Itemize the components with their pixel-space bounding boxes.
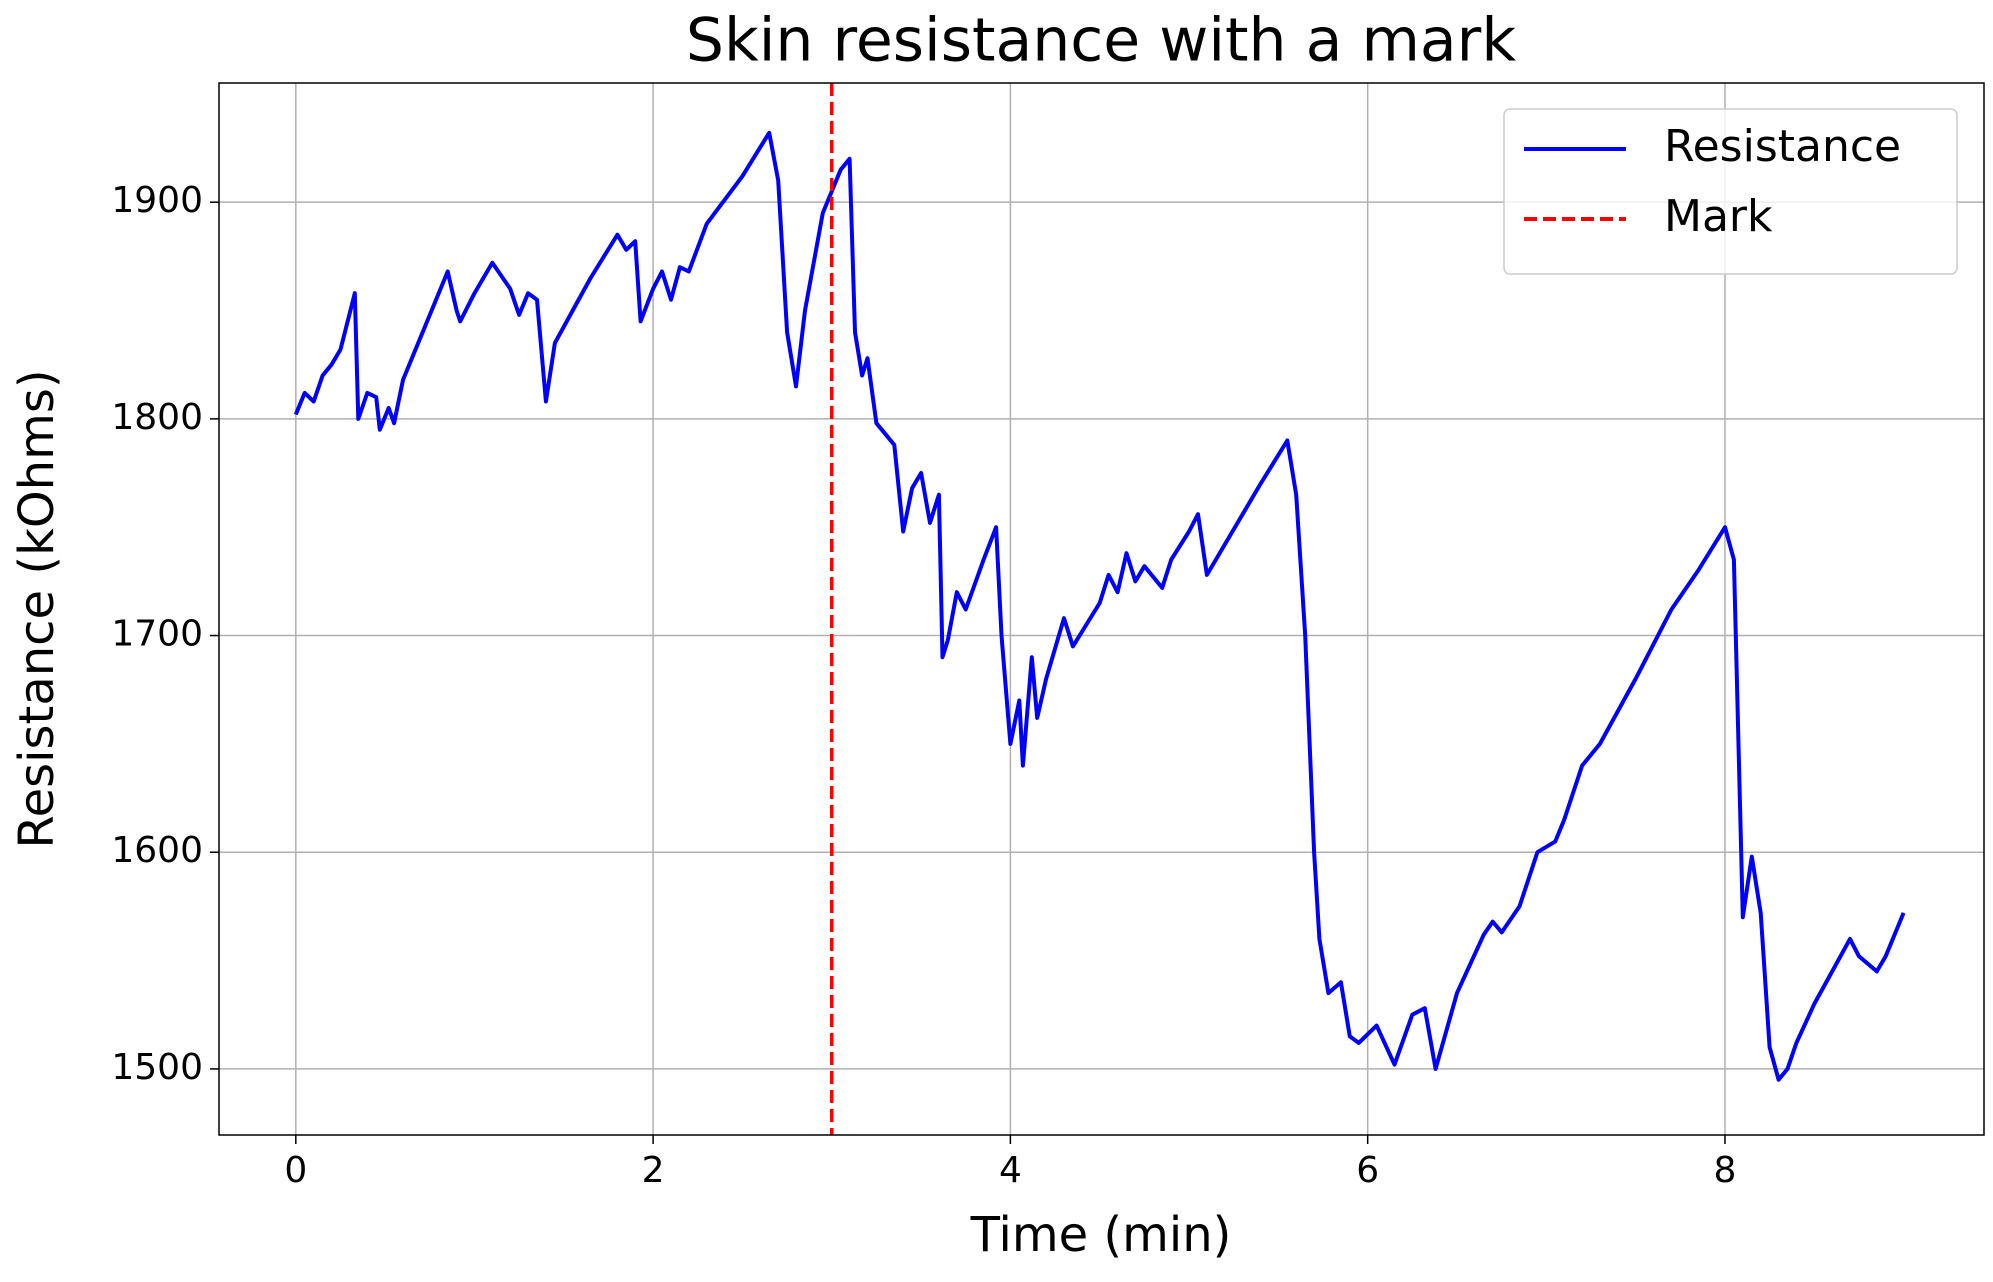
chart-title: Skin resistance with a mark bbox=[686, 6, 1516, 76]
y-tick-label: 1600 bbox=[111, 830, 203, 871]
x-tick-label: 4 bbox=[999, 1150, 1022, 1191]
x-tick-label: 2 bbox=[642, 1150, 665, 1191]
y-tick-label: 1800 bbox=[111, 397, 203, 438]
data-line bbox=[293, 130, 1906, 1082]
legend-label: Mark bbox=[1664, 191, 1773, 242]
x-tick-label: 0 bbox=[284, 1150, 307, 1191]
plot-frame bbox=[218, 82, 1985, 1136]
y-tick-label: 1500 bbox=[111, 1047, 203, 1088]
x-tick-label: 6 bbox=[1356, 1150, 1379, 1191]
y-tick-label: 1700 bbox=[111, 614, 203, 655]
legend-label: Resistance bbox=[1664, 121, 1901, 172]
y-axis-label: Resistance (kOhms) bbox=[9, 369, 65, 848]
y-tick-label: 1900 bbox=[111, 180, 203, 221]
x-axis-label: Time (min) bbox=[970, 1207, 1232, 1263]
x-tick-label: 8 bbox=[1714, 1150, 1737, 1191]
